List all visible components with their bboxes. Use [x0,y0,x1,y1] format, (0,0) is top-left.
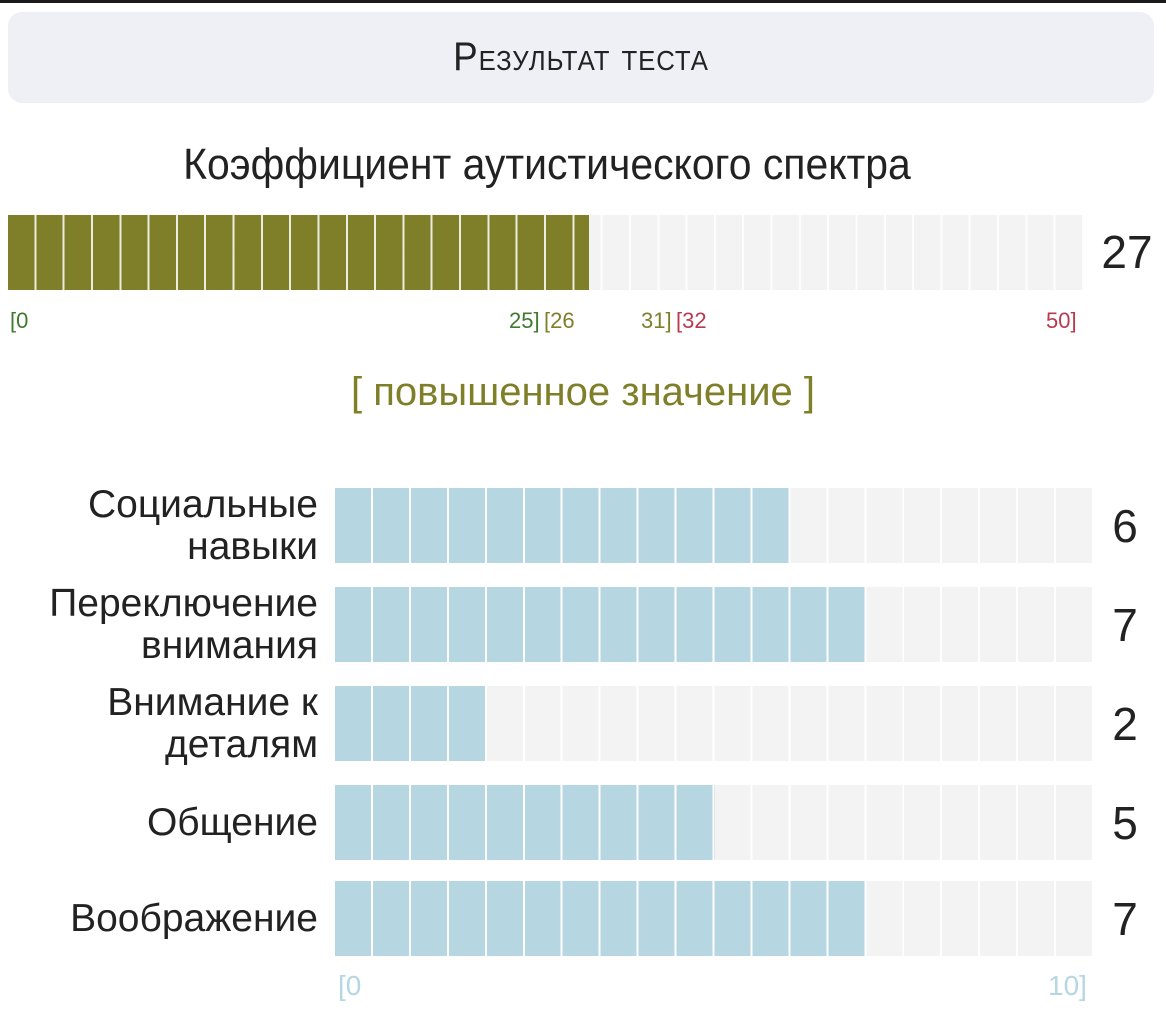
aq-tick-label: [0 [10,308,29,333]
subscale-label: Внимание к деталям [107,680,318,766]
subscale-tick-max: 10] [1048,970,1087,1001]
top-border [0,0,1166,3]
subscale-label: Воображение [70,896,318,940]
aq-tick-label: [26 [544,308,575,333]
subscale-bar [335,488,1094,563]
subscale-row: Воображение 7 [0,881,1166,956]
subscale-bar-fill [335,881,867,956]
aq-score-value: 27 [1101,226,1153,278]
subscale-row: Внимание к деталям 2 [0,681,1166,765]
subscale-score: 6 [1112,499,1138,552]
result-header: Результат теста [8,12,1154,103]
subscale-label-line2: внимания [141,623,318,667]
subscale-label: Общение [146,800,318,844]
subscale-label-line1: Переключение [49,581,318,625]
subscale-bar-fill [335,686,487,761]
subscale-score: 2 [1112,697,1138,750]
subscale-row: Социальные навыки 6 [0,483,1166,567]
subscale-label: Социальные навыки [87,482,318,568]
subscale-label-line1: Общение [146,800,318,844]
subscale-tick-min: [0 [338,970,362,1001]
subscale-bar-fill [335,785,715,860]
aq-score-bar [8,215,1084,290]
aq-tick-label: 25] [509,308,540,333]
subscale-label-line1: Воображение [70,896,318,940]
subscale-score: 5 [1112,796,1138,849]
subscale-row: Переключение внимания 7 [0,582,1166,666]
subscale-bar [335,686,1094,761]
subscale-label: Переключение внимания [49,581,318,667]
subscale-label-line2: деталям [165,722,318,766]
page-title: Результат теста [453,35,709,79]
subscale-bar-fill [335,488,791,563]
aq-title: Коэффициент аутистического спектра [183,140,911,189]
subscale-label-line2: навыки [187,524,318,568]
subscale-score: 7 [1112,892,1138,945]
aq-tick-label: [32 [676,308,707,333]
subscale-label-line1: Внимание к [107,680,318,724]
aq-tick-label: 31] [641,308,672,333]
aq-score-fill [8,215,590,290]
aq-tick-label: 50] [1046,308,1077,333]
subscale-bar [335,785,1094,860]
subscale-bar-fill [335,587,867,662]
subscale-label-line1: Социальные [87,482,318,526]
subscale-row: Общение 5 [0,785,1166,860]
subscale-bar [335,587,1094,662]
subscale-score: 7 [1112,598,1138,651]
subscale-bar [335,881,1094,956]
aq-verdict: [ повышенное значение ] [350,370,816,414]
